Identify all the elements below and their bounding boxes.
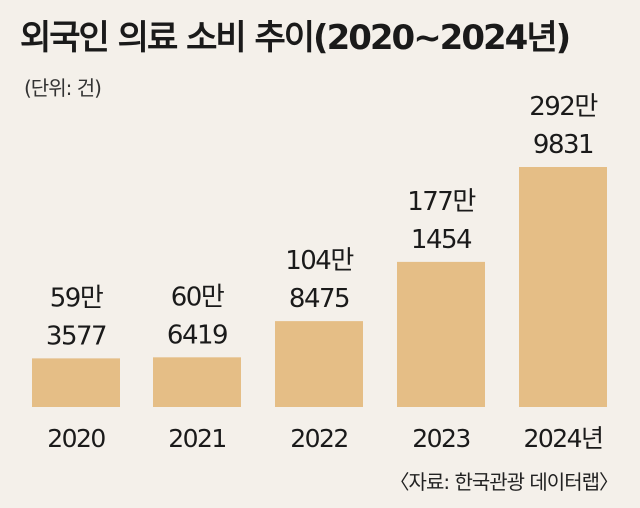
chart-title: 외국인 의료 소비 추이(2020~2024년): [20, 18, 571, 58]
value-label-bottom: 3577: [46, 321, 106, 351]
source-note: 〈자료: 한국관광 데이터랩〉: [389, 470, 619, 494]
category-label: 2024년: [523, 424, 602, 453]
value-label-top: 104만: [285, 246, 353, 276]
bar-2023: [397, 261, 485, 407]
bar-2022: [275, 321, 363, 407]
value-label-bottom: 6419: [167, 320, 227, 350]
value-label-top: 60만: [171, 282, 224, 312]
unit-label: (단위: 건): [24, 76, 102, 100]
category-label: 2022: [290, 424, 348, 453]
value-label-bottom: 9831: [533, 130, 593, 160]
bar-2024년: [519, 167, 607, 407]
value-label-bottom: 8475: [289, 284, 349, 314]
bar-2021: [153, 357, 241, 407]
category-label: 2021: [168, 424, 226, 453]
value-label-top: 177만: [407, 187, 475, 217]
category-label: 2023: [412, 424, 470, 453]
value-label-top: 292만: [529, 92, 597, 122]
bar-2020: [32, 358, 120, 407]
value-label-bottom: 1454: [411, 225, 472, 255]
value-label-top: 59만: [50, 283, 103, 313]
category-label: 2020: [47, 424, 105, 453]
